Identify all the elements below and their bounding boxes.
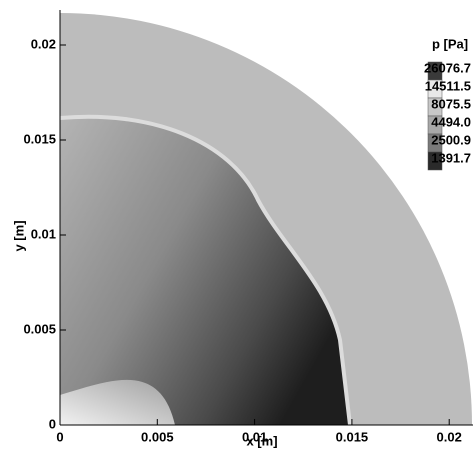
x-axis-label: x [m]	[246, 433, 277, 448]
colorbar-title: p [Pa]	[432, 36, 468, 51]
colorbar-label: 1391.7	[431, 150, 471, 165]
inner-region	[60, 116, 350, 425]
colorbar-label: 8075.5	[431, 96, 471, 111]
wake-region	[60, 379, 175, 425]
y-tick-label: 0.015	[23, 131, 56, 146]
y-tick-label: 0.01	[31, 226, 56, 241]
y-tick-label: 0.005	[23, 321, 56, 336]
x-tick-label: 0.015	[336, 429, 369, 444]
x-tick-label: 0.02	[437, 429, 462, 444]
colorbar-label: 26076.7	[424, 60, 471, 75]
colorbar-label: 14511.5	[425, 78, 471, 93]
y-axis-label: y [m]	[11, 220, 26, 251]
x-tick-label: 0.005	[141, 429, 174, 444]
colorbar-label: 4494.0	[431, 114, 471, 129]
y-tick-label: 0	[49, 416, 56, 431]
pressure-field	[60, 13, 472, 425]
shock-front	[60, 114, 352, 425]
y-tick-label: 0.02	[31, 36, 56, 51]
x-tick-label: 0	[56, 429, 63, 444]
colorbar-swatch	[427, 151, 443, 171]
colorbar-label: 2500.9	[431, 132, 471, 147]
x-tick-label: 0.01	[242, 429, 267, 444]
